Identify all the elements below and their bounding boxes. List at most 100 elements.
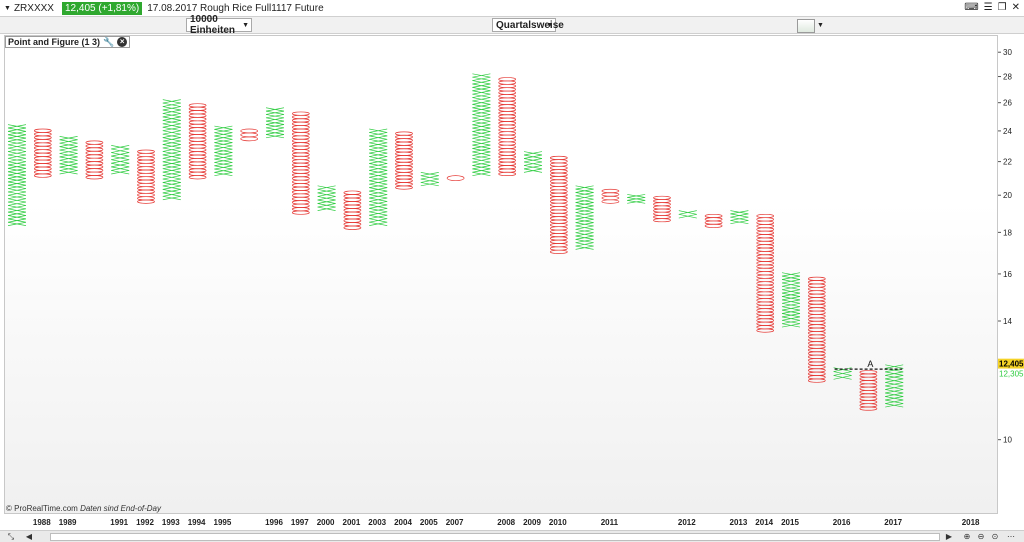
pnf-o-box (188, 144, 207, 149)
pnf-x-box (265, 130, 285, 135)
zoom-fit-icon[interactable]: ⊙ (991, 532, 999, 541)
pnf-o-column (188, 103, 207, 180)
pnf-o-box (601, 192, 620, 197)
pnf-x-box (111, 159, 130, 164)
pnf-o-box (291, 172, 310, 178)
pnf-x-box (214, 165, 233, 170)
pnf-x-box (162, 116, 181, 121)
settings-icon[interactable]: ⋯ (1007, 532, 1015, 541)
pnf-x-box (472, 131, 491, 136)
pnf-o-box (137, 186, 155, 191)
pnf-o-box (291, 179, 310, 184)
pnf-o-box (756, 271, 775, 276)
chart-toolbar: 10000 Einheiten ▼ Quartalsweise ▼ ▼ (0, 14, 1024, 36)
scroll-track[interactable] (50, 533, 940, 541)
pnf-x-box (472, 76, 491, 81)
pnf-x-box (7, 205, 27, 210)
pnf-x-column (317, 185, 336, 211)
x-tick-label: 2001 (343, 518, 361, 527)
pnf-x-box (472, 107, 491, 112)
pnf-x-column (369, 128, 388, 226)
pnf-o-box (549, 155, 568, 160)
pnf-x-box (7, 144, 27, 149)
pnf-x-box (214, 129, 233, 134)
pnf-o-box (549, 249, 568, 254)
pnf-x-box (162, 171, 181, 176)
chart-plot-area[interactable]: A (4, 35, 998, 514)
pnf-o-box (395, 161, 413, 166)
pnf-o-box (549, 196, 568, 201)
pnf-o-column (807, 276, 826, 383)
period-value: Quartalsweise (496, 19, 564, 31)
pnf-x-box (111, 148, 130, 153)
pnf-o-box (704, 213, 723, 218)
x-tick-label: 1994 (188, 518, 206, 527)
pnf-x-box (369, 194, 388, 199)
pnf-o-box (653, 211, 671, 216)
pnf-o-box (291, 166, 310, 171)
second-price-box (998, 368, 1024, 379)
zoom-in-icon[interactable]: ⊕ (963, 532, 971, 541)
indicator-name: Point and Figure (1 3) (8, 37, 101, 47)
pnf-o-box (756, 311, 775, 316)
x-tick-label: 1993 (162, 518, 180, 527)
horizontal-scrollbar[interactable]: ⤡ ◀ ▶ ⊕ ⊖ ⊙ ⋯ (0, 530, 1024, 542)
pnf-x-box (7, 137, 27, 142)
pnf-o-box (549, 172, 568, 177)
pnf-o-box (756, 274, 775, 279)
keyboard-icon[interactable]: ⌨ (964, 2, 979, 13)
symbol-selector[interactable]: ▼ ZRXXXX (0, 3, 60, 14)
pnf-x-box (369, 190, 388, 195)
pnf-x-box (59, 136, 78, 141)
box-size-select[interactable]: 10000 Einheiten ▼ (186, 14, 252, 36)
pnf-o-box (498, 155, 517, 160)
pnf-o-box (807, 303, 826, 309)
pnf-x-box (575, 245, 594, 250)
pnf-x-box (7, 147, 27, 152)
pnf-x-box (214, 148, 233, 153)
pnf-o-box (395, 182, 413, 187)
pnf-o-box (85, 164, 104, 169)
close-indicator-icon[interactable]: × (117, 37, 128, 47)
x-tick-label: 2005 (420, 518, 438, 527)
pnf-o-box (756, 230, 775, 235)
close-icon[interactable]: ✕ (1011, 2, 1020, 13)
restore-icon[interactable]: ❐ (997, 2, 1007, 13)
zoom-out-icon[interactable]: ⊖ (977, 532, 985, 541)
chart-type-menu[interactable]: ▼ (797, 18, 827, 33)
pnf-o-box (859, 370, 878, 375)
pnf-o-box (807, 378, 826, 383)
menu-icon[interactable]: ☰ (983, 2, 993, 13)
scroll-left-icon[interactable]: ◀ (25, 532, 33, 541)
x-tick-label: 2016 (833, 518, 851, 527)
pnf-o-box (188, 106, 207, 111)
chevron-down-icon: ▼ (546, 21, 553, 29)
pnf-o-box (498, 87, 517, 92)
pnf-o-column (33, 128, 52, 178)
pnf-x-box (7, 181, 27, 186)
pnf-o-box (395, 168, 413, 173)
credit-note: Daten sind End-of-Day (80, 504, 162, 513)
pnf-x-box (162, 102, 181, 107)
pnf-x-box (472, 104, 491, 109)
credit-brand: © ProRealTime.com (6, 504, 78, 513)
pnf-o-box (446, 175, 465, 182)
period-select[interactable]: Quartalsweise ▼ (492, 18, 564, 32)
pnf-o-box (291, 176, 310, 181)
pnf-o-box (756, 294, 775, 299)
x-tick-label: 1992 (136, 518, 154, 527)
drag-handle-icon[interactable]: ⤡ (7, 532, 15, 541)
pnf-o-box (395, 175, 413, 180)
time-axis[interactable]: 1988 1989 1991 1992 1993 1994 1995 1996 1997 2000… (4, 514, 998, 530)
pnf-o-box (756, 315, 775, 320)
pnf-o-box (756, 318, 775, 323)
pnf-o-box (859, 393, 878, 398)
wrench-icon[interactable]: 🔧 (103, 36, 115, 47)
pnf-x-box (59, 156, 78, 161)
pnf-x-box (472, 165, 491, 170)
pnf-x-box (885, 385, 904, 390)
pnf-o-box (807, 320, 826, 325)
scroll-right-icon[interactable]: ▶ (945, 532, 953, 541)
pnf-x-box (472, 168, 491, 173)
